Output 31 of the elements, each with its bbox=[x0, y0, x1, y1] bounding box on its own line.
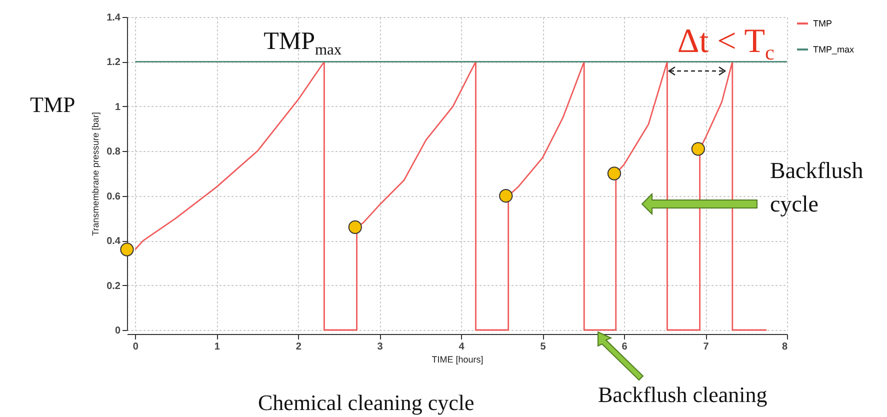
point bbox=[499, 189, 513, 203]
x-tick-label: 5 bbox=[540, 342, 546, 352]
text: Backflush cleaning bbox=[598, 382, 768, 407]
x-tick-label: 0 bbox=[132, 342, 139, 352]
annotation: Backflush cycle bbox=[770, 158, 864, 216]
x-tick-label: 7 bbox=[703, 342, 710, 352]
point bbox=[348, 220, 362, 234]
point bbox=[120, 242, 134, 256]
x-tick-label: 2 bbox=[296, 342, 302, 352]
point bbox=[607, 166, 622, 180]
legend-label: TMP_max bbox=[813, 44, 855, 54]
x-tick-label: 3 bbox=[377, 342, 384, 352]
text: Chemical cleaning cycle bbox=[258, 390, 474, 415]
legend-label: TMP bbox=[813, 18, 832, 28]
x-tick-label: 8 bbox=[782, 342, 788, 352]
y-tick-label: 0.6 bbox=[106, 191, 121, 202]
text: TMP bbox=[30, 92, 76, 117]
point bbox=[691, 142, 706, 156]
x-axis-title: TIME [hours] bbox=[432, 354, 484, 364]
y-tick-label: 1.2 bbox=[106, 57, 121, 68]
y-axis-title: Transmembrane pressure [bar] bbox=[90, 112, 101, 236]
y-tick-label: 1 bbox=[114, 102, 121, 113]
y-tick-label: 1.4 bbox=[106, 12, 121, 24]
x-tick-label: 1 bbox=[214, 342, 220, 352]
y-tick-label: 0 bbox=[114, 326, 121, 336]
y-tick-label: 0.2 bbox=[106, 280, 121, 292]
x-tick-label: 4 bbox=[458, 342, 465, 352]
line-series bbox=[134, 61, 768, 331]
y-tick-label: 0.8 bbox=[106, 146, 121, 158]
y-tick-label: 0.4 bbox=[106, 236, 121, 248]
x-tick-label: 6 bbox=[622, 342, 628, 352]
